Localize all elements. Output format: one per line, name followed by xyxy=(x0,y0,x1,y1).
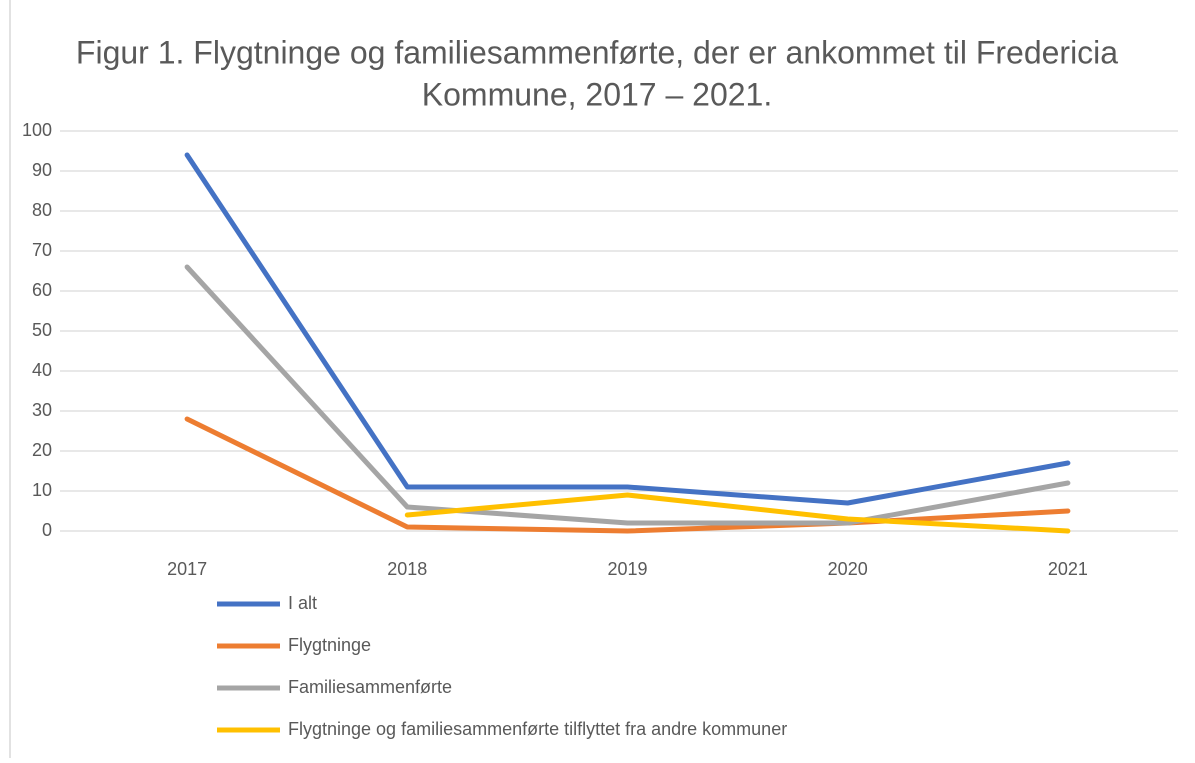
y-tick-label: 80 xyxy=(32,200,52,220)
legend-label: I alt xyxy=(288,593,317,613)
series-line xyxy=(184,264,1071,526)
y-tick-label: 40 xyxy=(32,360,52,380)
legend-label: Familiesammenførte xyxy=(288,677,452,697)
y-tick-label: 70 xyxy=(32,240,52,260)
legend-label: Flygtninge xyxy=(288,635,371,655)
series-line xyxy=(184,416,1071,534)
chart-title: Figur 1. Flygtninge og familiesammenført… xyxy=(76,34,1118,70)
series-line xyxy=(404,492,1071,534)
y-tick-label: 10 xyxy=(32,480,52,500)
x-tick-label: 2018 xyxy=(387,559,427,579)
y-tick-label: 60 xyxy=(32,280,52,300)
y-tick-label: 100 xyxy=(22,120,52,140)
x-tick-label: 2017 xyxy=(167,559,207,579)
y-tick-label: 50 xyxy=(32,320,52,340)
y-tick-label: 20 xyxy=(32,440,52,460)
y-tick-label: 30 xyxy=(32,400,52,420)
x-tick-label: 2019 xyxy=(607,559,647,579)
y-tick-label: 90 xyxy=(32,160,52,180)
chart-frame xyxy=(9,0,11,763)
x-tick-label: 2021 xyxy=(1048,559,1088,579)
y-tick-label: 0 xyxy=(42,520,52,540)
series-line xyxy=(184,152,1071,506)
x-tick-label: 2020 xyxy=(828,559,868,579)
chart-title: Kommune, 2017 – 2021. xyxy=(422,76,772,112)
legend-label: Flygtninge og familiesammenførte tilflyt… xyxy=(288,719,787,739)
